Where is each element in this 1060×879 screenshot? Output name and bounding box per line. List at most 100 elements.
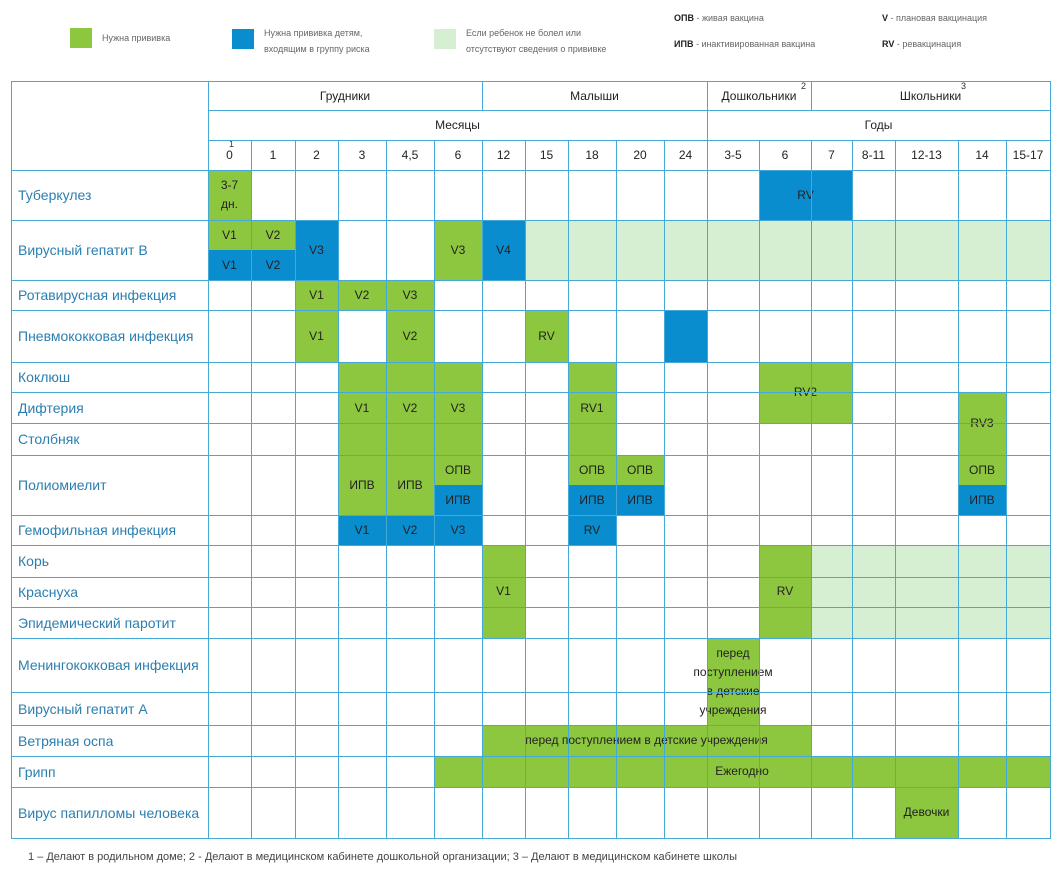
legend-v-text: плановая вакцинация (896, 13, 988, 23)
unit-label: Годы (864, 118, 893, 132)
schedule-cell: перед поступлением в детские учреждения (482, 725, 811, 756)
legend-swatch-blue (232, 29, 254, 49)
legend-optional-text: Если ребенок не болел или отсутствуют св… (466, 28, 607, 54)
schedule-cell: RV (568, 515, 616, 545)
grid-line (338, 140, 339, 838)
row-label: Вирусный гепатит А (18, 700, 148, 717)
footnote: 1 – Делают в родильном доме; 2 - Делают … (28, 851, 737, 863)
group-header-infants: Грудники (208, 81, 482, 110)
grid-line (811, 81, 812, 110)
column-header: 1 (269, 148, 277, 162)
grid-line (208, 140, 1050, 141)
grid-line (208, 110, 1050, 111)
legend-need-text: Нужна прививка (102, 33, 171, 43)
grid-line (11, 838, 1051, 839)
row-label: Туберкулез (18, 187, 92, 203)
row-label: Эпидемический паротит (18, 614, 176, 631)
legend-v-code: V (882, 13, 889, 23)
schedule-cell: V2 (386, 310, 434, 362)
row-label: Вирус папилломы человека (18, 804, 200, 821)
legend-optional: Если ребенок не болел или отсутствуют св… (434, 25, 626, 57)
grid-line (616, 140, 617, 838)
legend-ipv-text: инактивированная вакцина (701, 39, 816, 49)
grid-line (11, 170, 1051, 171)
column-header: 20 (633, 148, 647, 162)
schedule-cell: ОПВ (958, 455, 1006, 485)
schedule-cell (664, 310, 707, 362)
legend-rv: RV - ревакцинация (882, 39, 962, 49)
row-label: Корь (18, 553, 50, 569)
schedule-cell: V3 (434, 220, 482, 280)
grid-line (11, 545, 1051, 546)
group-label: Школьники (899, 88, 962, 103)
grid-line (11, 310, 1051, 311)
column-header: 3 (358, 148, 366, 162)
grid-line (11, 692, 1051, 693)
schedule-cell: перед поступлением в детские учреждения (693, 638, 773, 725)
group-header-preschool: Дошкольники 2 (707, 81, 811, 110)
schedule-cell: V1 (338, 515, 386, 545)
schedule-cell: V1 (208, 220, 251, 250)
column-header: 0 (226, 148, 233, 162)
schedule-cell: V4 (482, 220, 525, 280)
row-label: Полиомиелит (18, 477, 107, 493)
grid-line (707, 110, 708, 140)
row-label: Краснуха (18, 584, 79, 600)
grid-line (11, 607, 1051, 608)
legend-risk: Нужна прививка детям, входящим в группу … (232, 25, 394, 57)
legend-risk-text: Нужна прививка детям, входящим в группу … (264, 28, 370, 54)
schedule-cell: V1 (208, 250, 251, 280)
grid-line (386, 140, 387, 838)
legend-opv-code: ОПВ (674, 13, 694, 23)
grid-line (11, 81, 12, 838)
grid-line (11, 423, 1051, 424)
legend-need: Нужна прививка (70, 28, 170, 48)
column-header: 15-17 (1012, 148, 1044, 162)
schedule-cell: ИПВ (386, 455, 434, 515)
schedule-cell: ОПВ (568, 455, 616, 485)
grid-line (11, 220, 1051, 221)
grid-line (208, 140, 209, 838)
schedule-cell: V2 (386, 362, 434, 455)
column-header: 6 (781, 148, 789, 162)
group-header-toddlers: Малыши (482, 81, 707, 110)
grid-line (568, 140, 569, 838)
grid-line (208, 110, 209, 140)
column-header: 15 (539, 148, 554, 162)
schedule-cell: ИПВ (434, 485, 482, 515)
schedule-cell: V1 (482, 545, 525, 638)
unit-header-months: Месяцы (208, 110, 707, 140)
schedule-cell: ОПВ (616, 455, 664, 485)
unit-header-years: Годы (707, 110, 1050, 140)
column-header: 12 (496, 148, 511, 162)
legend-ipv: ИПВ - инактивированная вакцина (674, 39, 816, 49)
grid-line (1050, 81, 1051, 839)
row-label: Коклюш (18, 369, 71, 385)
group-label: Малыши (570, 88, 619, 103)
schedule-cell: Девочки (895, 787, 958, 838)
grid-line (811, 140, 812, 838)
schedule-cell: V1 (338, 362, 386, 455)
grid-line (759, 140, 760, 838)
schedule-cell (525, 220, 1050, 280)
column-header: 7 (828, 148, 835, 162)
grid-line (11, 515, 1051, 516)
grid-line (895, 140, 896, 838)
row-label: Ветряная оспа (18, 732, 114, 749)
row-label: Вирусный гепатит В (18, 242, 148, 258)
grid-line (707, 81, 708, 110)
footnote-marker: 3 (960, 81, 966, 91)
legend-opv: ОПВ - живая вакцина (674, 13, 764, 23)
legend-rv-text: ревакцинация (902, 39, 962, 49)
legend-swatch-pale (434, 29, 456, 49)
grid-line (434, 140, 435, 838)
row-label: Дифтерия (18, 399, 84, 416)
schedule-cell: ИПВ (616, 485, 664, 515)
legend-swatch-green (70, 28, 92, 48)
grid-line (208, 81, 209, 110)
grid-line (11, 638, 1051, 639)
grid-line (11, 455, 1051, 456)
grid-line (11, 81, 1051, 82)
schedule-cell: RV (525, 310, 568, 362)
schedule-cell: V2 (251, 220, 295, 250)
